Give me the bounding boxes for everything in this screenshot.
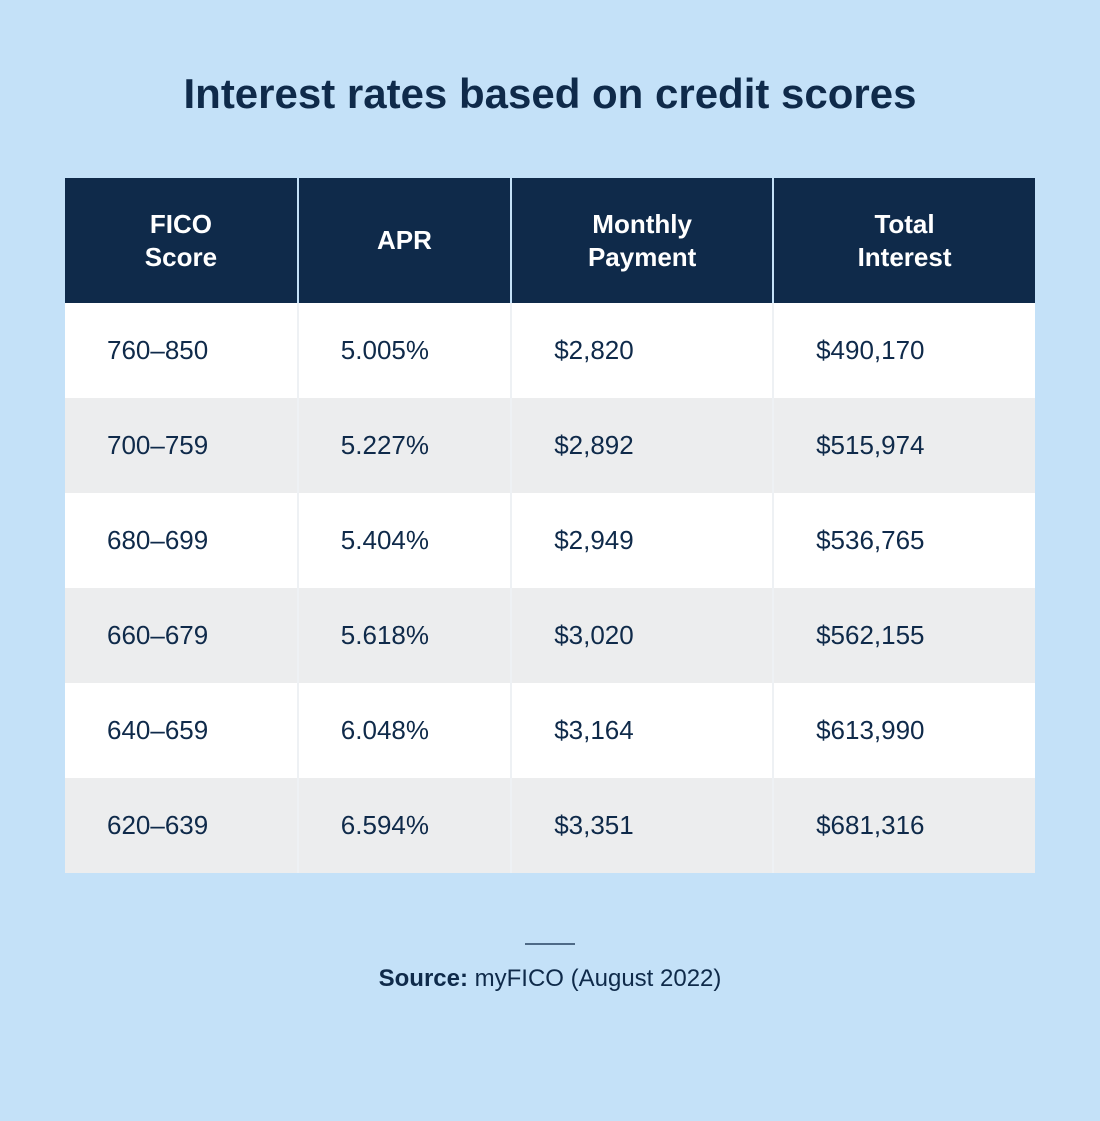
source-label: Source: — [379, 965, 468, 992]
table-row: 660–6795.618%$3,020$562,155 — [65, 588, 1035, 683]
cell-apr: 6.594% — [298, 778, 511, 873]
cell-fico-score: 660–679 — [65, 588, 298, 683]
cell-monthly-payment: $3,164 — [511, 683, 773, 778]
table-row: 700–7595.227%$2,892$515,974 — [65, 398, 1035, 493]
cell-monthly-payment: $2,949 — [511, 493, 773, 588]
cell-apr: 5.227% — [298, 398, 511, 493]
cell-total-interest: $490,170 — [773, 303, 1035, 398]
cell-total-interest: $515,974 — [773, 398, 1035, 493]
cell-fico-score: 760–850 — [65, 303, 298, 398]
col-header-monthly-payment: MonthlyPayment — [511, 178, 773, 303]
table-header-row: FICOScoreAPRMonthlyPaymentTotalInterest — [65, 178, 1035, 303]
cell-fico-score: 700–759 — [65, 398, 298, 493]
cell-fico-score: 640–659 — [65, 683, 298, 778]
cell-monthly-payment: $2,892 — [511, 398, 773, 493]
cell-total-interest: $562,155 — [773, 588, 1035, 683]
cell-apr: 5.618% — [298, 588, 511, 683]
source-divider — [525, 943, 575, 945]
cell-apr: 6.048% — [298, 683, 511, 778]
cell-apr: 5.005% — [298, 303, 511, 398]
rates-table-wrap: FICOScoreAPRMonthlyPaymentTotalInterest … — [65, 178, 1035, 873]
table-row: 620–6396.594%$3,351$681,316 — [65, 778, 1035, 873]
cell-total-interest: $536,765 — [773, 493, 1035, 588]
cell-monthly-payment: $3,351 — [511, 778, 773, 873]
cell-apr: 5.404% — [298, 493, 511, 588]
col-header-fico-score: FICOScore — [65, 178, 298, 303]
cell-total-interest: $613,990 — [773, 683, 1035, 778]
page-title: Interest rates based on credit scores — [184, 70, 917, 118]
cell-monthly-payment: $3,020 — [511, 588, 773, 683]
cell-total-interest: $681,316 — [773, 778, 1035, 873]
col-header-total-interest: TotalInterest — [773, 178, 1035, 303]
source-value: myFICO (August 2022) — [475, 965, 722, 992]
cell-fico-score: 620–639 — [65, 778, 298, 873]
cell-monthly-payment: $2,820 — [511, 303, 773, 398]
source-text: Source: myFICO (August 2022) — [379, 965, 722, 993]
table-body: 760–8505.005%$2,820$490,170700–7595.227%… — [65, 303, 1035, 873]
table-row: 640–6596.048%$3,164$613,990 — [65, 683, 1035, 778]
table-row: 760–8505.005%$2,820$490,170 — [65, 303, 1035, 398]
cell-fico-score: 680–699 — [65, 493, 298, 588]
table-row: 680–6995.404%$2,949$536,765 — [65, 493, 1035, 588]
col-header-apr: APR — [298, 178, 511, 303]
source-block: Source: myFICO (August 2022) — [379, 943, 722, 993]
rates-table: FICOScoreAPRMonthlyPaymentTotalInterest … — [65, 178, 1035, 873]
